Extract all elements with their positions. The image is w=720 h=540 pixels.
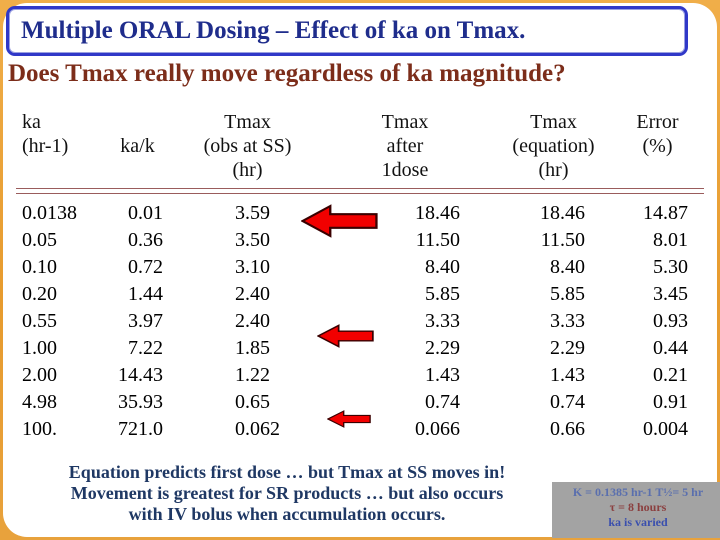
header-error-pct: Error (%) — [636, 111, 679, 157]
note-tau: τ = 8 hours — [609, 500, 667, 514]
cell-tmax-obs-ss: 3.10 — [235, 256, 270, 278]
cell-tmax-after-1dose: 0.74 — [425, 391, 460, 413]
cell-tmax-equation: 8.40 — [550, 256, 585, 278]
footer-line-2: Movement is greatest for SR products … b… — [70, 483, 504, 503]
left-arrow-icon-large — [301, 204, 378, 238]
left-arrow-icon-small — [327, 410, 371, 428]
note-ka-varied: ka is varied — [608, 515, 668, 529]
cell-tmax-obs-ss: 1.22 — [235, 364, 270, 386]
cell-ka-over-k: 14.43 — [118, 364, 163, 386]
cell-ka-over-k: 0.72 — [128, 256, 163, 278]
cell-error-pct: 0.44 — [653, 337, 688, 359]
cell-tmax-equation: 0.74 — [550, 391, 585, 413]
table-row: 0.0138 0.01 3.59 18.46 18.46 14.87 — [16, 200, 704, 227]
table-row: 1.00 7.22 1.85 2.29 2.29 0.44 — [16, 335, 704, 362]
cell-ka-over-k: 721.0 — [118, 418, 163, 440]
cell-tmax-after-1dose: 11.50 — [415, 229, 460, 251]
cell-ka: 2.00 — [22, 364, 57, 386]
cell-error-pct: 5.30 — [653, 256, 688, 278]
cell-tmax-after-1dose: 5.85 — [425, 283, 460, 305]
cell-ka: 0.55 — [22, 310, 57, 332]
cell-ka: 0.20 — [22, 283, 57, 305]
table-body: 0.0138 0.01 3.59 18.46 18.46 14.87 0.05 … — [16, 200, 704, 443]
cell-tmax-obs-ss: 2.40 — [235, 283, 270, 305]
cell-tmax-equation: 0.66 — [550, 418, 585, 440]
cell-tmax-after-1dose: 3.33 — [425, 310, 460, 332]
cell-tmax-after-1dose: 8.40 — [425, 256, 460, 278]
cell-error-pct: 0.004 — [643, 418, 688, 440]
cell-tmax-obs-ss: 3.50 — [235, 229, 270, 251]
cell-ka: 0.05 — [22, 229, 57, 251]
cell-tmax-obs-ss: 1.85 — [235, 337, 270, 359]
cell-tmax-after-1dose: 18.46 — [415, 202, 460, 224]
cell-ka-over-k: 35.93 — [118, 391, 163, 413]
header-tmax-obs-ss: Tmax (obs at SS) (hr) — [203, 111, 292, 181]
cell-tmax-equation: 18.46 — [540, 202, 585, 224]
cell-tmax-after-1dose: 2.29 — [425, 337, 460, 359]
table-row: 0.10 0.72 3.10 8.40 8.40 5.30 — [16, 254, 704, 281]
cell-error-pct: 14.87 — [643, 202, 688, 224]
cell-error-pct: 0.21 — [653, 364, 688, 386]
header-ka-over-k: ka/k — [120, 135, 155, 157]
header-tmax-equation: Tmax (equation) (hr) — [512, 111, 595, 181]
cell-error-pct: 3.45 — [653, 283, 688, 305]
table-row: 2.00 14.43 1.22 1.43 1.43 0.21 — [16, 362, 704, 389]
left-arrow-icon-medium — [317, 324, 374, 348]
cell-tmax-obs-ss: 3.59 — [235, 202, 270, 224]
page-title: Multiple ORAL Dosing – Effect of ka on T… — [21, 17, 526, 44]
cell-ka-over-k: 3.97 — [128, 310, 163, 332]
parameters-note-box: K = 0.1385 hr-1 T½= 5 hr τ = 8 hours ka … — [552, 482, 720, 538]
slide-background — [3, 3, 717, 537]
table-row: 0.05 0.36 3.50 11.50 11.50 8.01 — [16, 227, 704, 254]
cell-error-pct: 0.93 — [653, 310, 688, 332]
cell-ka-over-k: 0.01 — [128, 202, 163, 224]
cell-ka: 0.0138 — [22, 202, 77, 224]
cell-ka: 4.98 — [22, 391, 57, 413]
table-row: 0.20 1.44 2.40 5.85 5.85 3.45 — [16, 281, 704, 308]
cell-ka-over-k: 1.44 — [128, 283, 163, 305]
header-ka: ka (hr-1) — [22, 111, 69, 157]
cell-ka: 0.10 — [22, 256, 57, 278]
footer-line-3: with IV bolus when accumulation occurs. — [128, 504, 446, 524]
header-divider-double-line — [16, 188, 704, 194]
cell-error-pct: 0.91 — [653, 391, 688, 413]
table-header-row: ka (hr-1) ka/k Tmax (obs at SS) (hr) Tma… — [16, 110, 704, 182]
cell-tmax-equation: 5.85 — [550, 283, 585, 305]
cell-tmax-equation: 2.29 — [550, 337, 585, 359]
slide-subtitle: Does Tmax really move regardless of ka m… — [8, 60, 566, 87]
cell-tmax-obs-ss: 0.65 — [235, 391, 270, 413]
cell-tmax-equation: 3.33 — [550, 310, 585, 332]
cell-tmax-after-1dose: 0.066 — [415, 418, 460, 440]
table-row: 100. 721.0 0.062 0.066 0.66 0.004 — [16, 416, 704, 443]
footer-conclusion-text: Equation predicts first dose … but Tmax … — [27, 462, 547, 525]
cell-tmax-equation: 1.43 — [550, 364, 585, 386]
table-row: 0.55 3.97 2.40 3.33 3.33 0.93 — [16, 308, 704, 335]
cell-tmax-after-1dose: 1.43 — [425, 364, 460, 386]
table-row: 4.98 35.93 0.65 0.74 0.74 0.91 — [16, 389, 704, 416]
cell-tmax-equation: 11.50 — [540, 229, 585, 251]
cell-error-pct: 8.01 — [653, 229, 688, 251]
cell-ka-over-k: 7.22 — [128, 337, 163, 359]
cell-ka: 1.00 — [22, 337, 57, 359]
cell-tmax-obs-ss: 0.062 — [235, 418, 280, 440]
note-k-halflife: K = 0.1385 hr-1 T½= 5 hr — [572, 485, 704, 499]
cell-tmax-obs-ss: 2.40 — [235, 310, 270, 332]
footer-line-1: Equation predicts first dose … but Tmax … — [68, 462, 506, 482]
header-tmax-after-1dose: Tmax after 1dose — [381, 111, 429, 181]
cell-ka: 100. — [22, 418, 57, 440]
cell-ka-over-k: 0.36 — [128, 229, 163, 251]
title-box: Multiple ORAL Dosing – Effect of ka on T… — [6, 6, 688, 56]
data-table: ka (hr-1) ka/k Tmax (obs at SS) (hr) Tma… — [16, 110, 704, 443]
